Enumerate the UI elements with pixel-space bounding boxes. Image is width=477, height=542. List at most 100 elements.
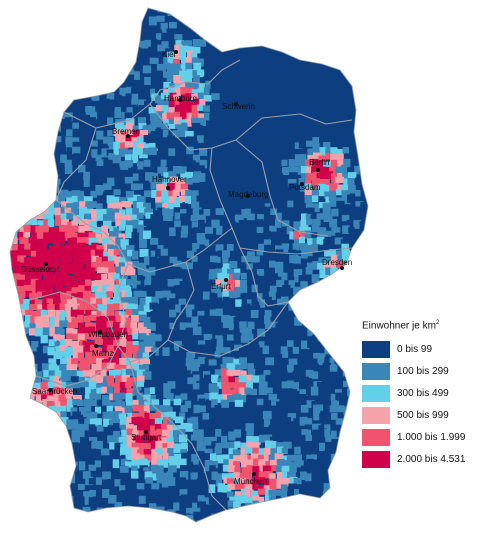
density-cell <box>40 381 50 390</box>
density-cell <box>239 525 247 533</box>
density-cell <box>274 453 284 461</box>
density-cell <box>10 15 15 22</box>
density-cell <box>204 460 213 469</box>
density-cell <box>73 173 82 181</box>
density-cell <box>54 218 64 227</box>
density-cell <box>349 411 356 420</box>
density-cell <box>287 423 296 433</box>
density-cell <box>84 237 93 244</box>
density-cell <box>120 407 129 415</box>
density-cell <box>78 429 87 438</box>
density-cell <box>227 357 235 366</box>
density-cell <box>325 34 335 43</box>
density-cell <box>275 423 283 432</box>
density-cell <box>239 321 247 329</box>
density-cell <box>349 321 358 330</box>
density-cell <box>245 423 254 431</box>
density-cell <box>280 118 290 128</box>
density-cell <box>23 224 32 233</box>
density-cell <box>352 272 362 280</box>
density-cell <box>331 208 339 217</box>
density-cell <box>126 303 135 313</box>
density-cell <box>34 328 44 337</box>
density-cell <box>126 107 133 116</box>
density-cell <box>317 38 326 47</box>
density-cell <box>102 395 111 403</box>
density-cell <box>360 302 368 311</box>
density-cell <box>77 242 87 251</box>
density-cell <box>47 347 55 356</box>
density-cell <box>253 225 260 233</box>
density-cell <box>292 382 299 391</box>
density-cell <box>178 298 186 305</box>
density-cell <box>10 521 15 522</box>
density-cell <box>137 136 146 144</box>
density-cell <box>112 369 121 379</box>
density-cell <box>275 370 284 378</box>
density-cell <box>317 485 325 494</box>
density-cell <box>133 47 142 54</box>
density-cell <box>97 267 105 275</box>
density-cell <box>311 459 321 468</box>
density-cell <box>241 507 248 514</box>
density-cell <box>268 454 276 462</box>
density-cell <box>102 321 110 329</box>
state-border-line <box>55 127 97 201</box>
density-cell <box>240 447 248 455</box>
density-cell <box>157 207 165 214</box>
density-cell <box>270 201 280 210</box>
density-cell <box>138 341 147 348</box>
density-cell <box>34 400 42 409</box>
density-cell <box>331 173 339 180</box>
density-cell <box>276 482 283 489</box>
density-cell <box>144 387 151 397</box>
density-cell <box>191 392 200 401</box>
density-cell <box>90 297 99 306</box>
density-cell <box>126 74 134 81</box>
density-cell <box>156 377 165 385</box>
density-cell <box>118 358 127 366</box>
density-cell <box>269 285 277 293</box>
density-cell <box>324 449 334 458</box>
density-cell <box>107 272 116 281</box>
density-cell <box>125 317 134 324</box>
density-cell <box>197 274 206 281</box>
density-cell <box>54 401 61 410</box>
density-cell <box>222 416 229 424</box>
density-cell <box>10 351 14 358</box>
density-cell <box>343 267 350 276</box>
density-cell <box>312 218 321 226</box>
density-cell <box>180 405 188 413</box>
density-cell <box>211 513 219 522</box>
density-cell <box>160 22 168 32</box>
density-cell <box>12 425 20 434</box>
density-cell <box>24 47 32 56</box>
density-cell <box>301 15 308 24</box>
density-cell <box>292 243 300 251</box>
density-cell <box>305 213 313 223</box>
density-cell <box>90 88 99 97</box>
density-cell <box>180 75 189 84</box>
density-cell <box>198 351 206 360</box>
density-cell <box>133 370 140 377</box>
density-cell <box>101 9 109 18</box>
density-cell <box>95 477 102 485</box>
density-cell <box>124 201 132 208</box>
density-cell <box>37 460 44 468</box>
density-cell <box>256 269 265 276</box>
density-cell <box>12 244 22 253</box>
density-cell <box>102 399 110 406</box>
density-cell <box>48 370 57 377</box>
density-cell <box>85 160 94 168</box>
density-cell <box>311 244 320 253</box>
density-cell <box>18 363 25 370</box>
density-cell <box>180 304 190 312</box>
density-cell <box>204 323 214 331</box>
density-cell <box>169 298 177 305</box>
density-cell <box>107 130 114 137</box>
density-cell <box>102 344 109 352</box>
density-cell <box>138 436 145 443</box>
density-cell <box>298 275 305 284</box>
density-cell <box>143 449 151 456</box>
density-cell <box>10 281 14 289</box>
